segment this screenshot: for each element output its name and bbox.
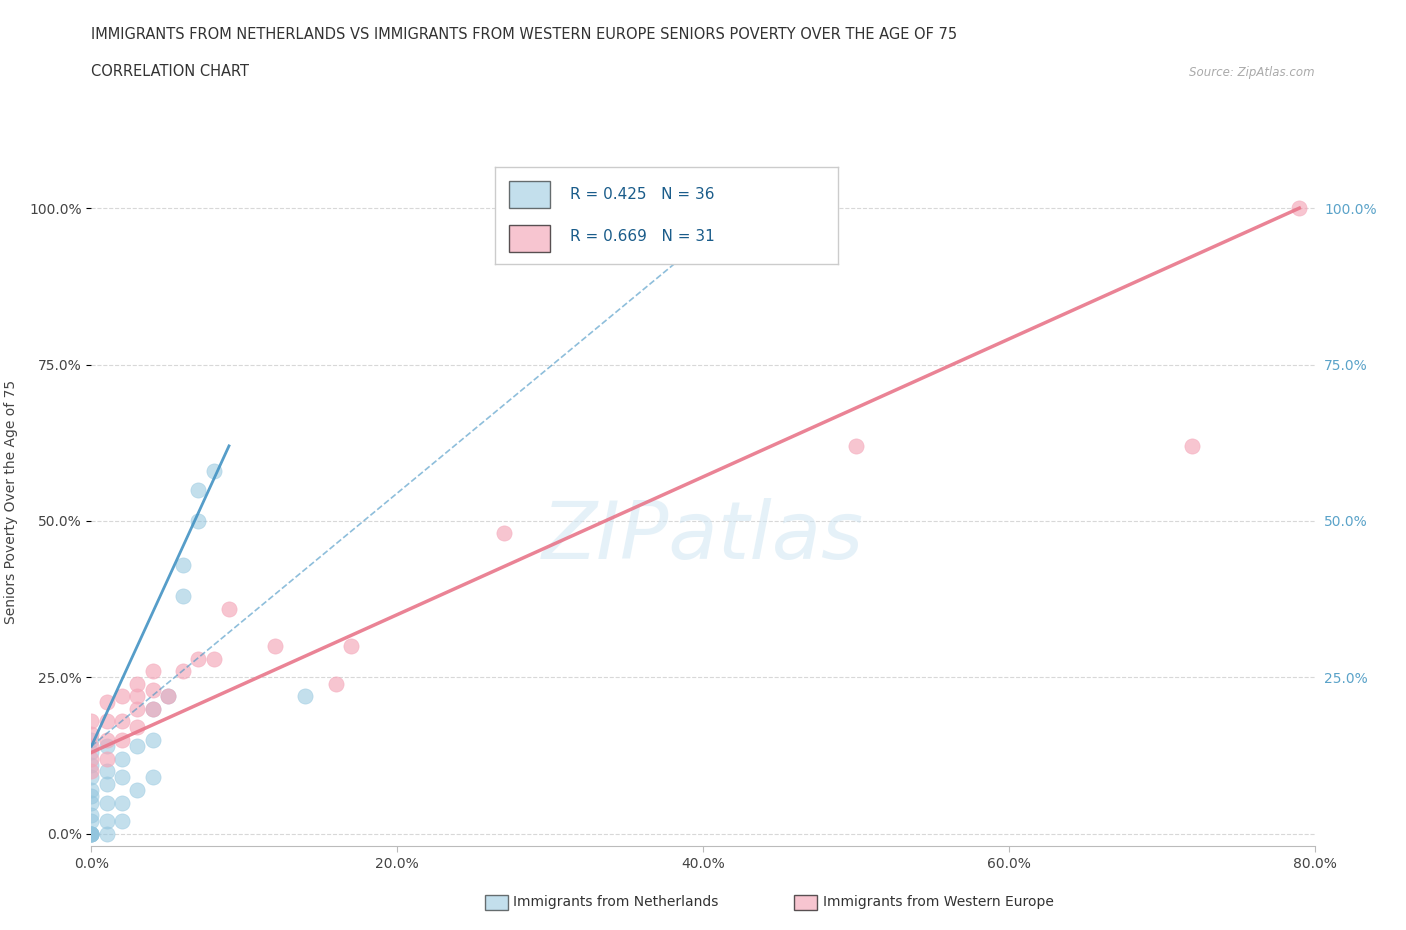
- Point: [96, 695, 118, 710]
- Y-axis label: Seniors Poverty Over the Age of 75: Seniors Poverty Over the Age of 75: [4, 380, 18, 624]
- Point: [294, 689, 316, 704]
- Point: [218, 601, 240, 616]
- Text: Source: ZipAtlas.com: Source: ZipAtlas.com: [1189, 66, 1315, 79]
- Point: [80, 726, 103, 741]
- Point: [845, 438, 868, 453]
- Point: [111, 795, 134, 810]
- Point: [80, 764, 103, 778]
- Point: [96, 713, 118, 728]
- Point: [187, 513, 209, 528]
- Point: [111, 713, 134, 728]
- Point: [96, 827, 118, 842]
- Point: [1181, 438, 1204, 453]
- Point: [172, 557, 194, 572]
- Point: [80, 713, 103, 728]
- Point: [80, 745, 103, 760]
- Point: [187, 483, 209, 498]
- Text: R = 0.425   N = 36: R = 0.425 N = 36: [571, 187, 714, 202]
- Point: [156, 689, 179, 704]
- Point: [80, 827, 103, 842]
- Point: [111, 814, 134, 829]
- Point: [80, 789, 103, 804]
- Point: [127, 782, 149, 797]
- Point: [172, 664, 194, 679]
- Point: [141, 683, 163, 698]
- Point: [80, 738, 103, 753]
- Point: [96, 795, 118, 810]
- FancyBboxPatch shape: [509, 181, 550, 208]
- Text: R = 0.669   N = 31: R = 0.669 N = 31: [571, 230, 716, 245]
- Point: [202, 463, 225, 478]
- Point: [127, 689, 149, 704]
- Point: [187, 651, 209, 666]
- Point: [80, 733, 103, 748]
- Point: [96, 751, 118, 766]
- Text: Immigrants from Netherlands: Immigrants from Netherlands: [513, 895, 718, 910]
- Text: ZIPatlas: ZIPatlas: [541, 498, 865, 576]
- Point: [127, 701, 149, 716]
- Point: [264, 639, 287, 654]
- Point: [96, 738, 118, 753]
- Point: [340, 639, 363, 654]
- Point: [80, 751, 103, 766]
- Point: [96, 814, 118, 829]
- Point: [127, 738, 149, 753]
- Point: [141, 701, 163, 716]
- Point: [80, 807, 103, 822]
- Point: [141, 664, 163, 679]
- Point: [127, 720, 149, 735]
- Point: [96, 764, 118, 778]
- Point: [80, 814, 103, 829]
- Point: [172, 589, 194, 604]
- Point: [80, 758, 103, 773]
- Point: [141, 770, 163, 785]
- Point: [80, 827, 103, 842]
- Text: CORRELATION CHART: CORRELATION CHART: [91, 64, 249, 79]
- Point: [80, 827, 103, 842]
- Point: [80, 782, 103, 797]
- Point: [96, 777, 118, 791]
- Point: [202, 651, 225, 666]
- Point: [80, 795, 103, 810]
- Point: [111, 751, 134, 766]
- Point: [494, 526, 516, 541]
- Point: [156, 689, 179, 704]
- Point: [96, 733, 118, 748]
- Point: [80, 770, 103, 785]
- Point: [1288, 201, 1310, 216]
- Point: [141, 701, 163, 716]
- Point: [111, 770, 134, 785]
- Point: [111, 733, 134, 748]
- Point: [325, 676, 347, 691]
- Text: IMMIGRANTS FROM NETHERLANDS VS IMMIGRANTS FROM WESTERN EUROPE SENIORS POVERTY OV: IMMIGRANTS FROM NETHERLANDS VS IMMIGRANT…: [91, 27, 957, 42]
- Point: [111, 689, 134, 704]
- Point: [80, 827, 103, 842]
- FancyBboxPatch shape: [509, 225, 550, 252]
- Point: [141, 733, 163, 748]
- Point: [80, 827, 103, 842]
- Point: [127, 676, 149, 691]
- Text: Immigrants from Western Europe: Immigrants from Western Europe: [823, 895, 1053, 910]
